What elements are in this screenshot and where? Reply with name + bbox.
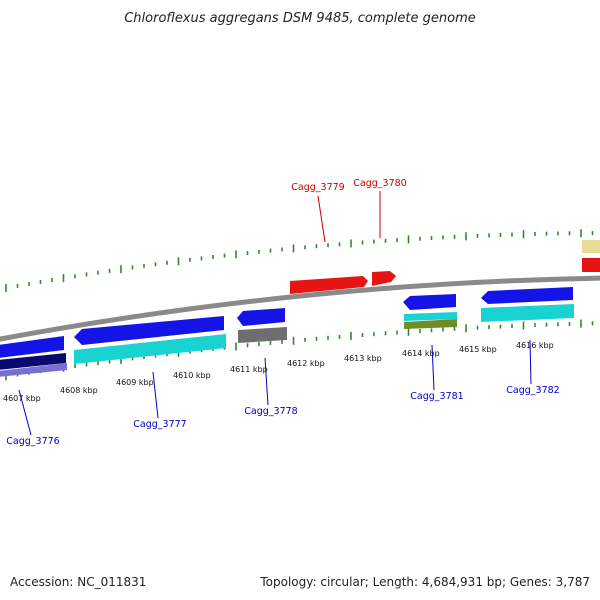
leader-cagg-3779 — [317, 195, 326, 243]
scale-label: 4613 kbp — [344, 354, 382, 363]
gene-label-cagg-3777[interactable]: Cagg_3777 — [133, 419, 186, 430]
genome-backbone — [0, 275, 600, 342]
leader-cagg-3782 — [529, 339, 532, 385]
scale-label: 4616 kbp — [516, 341, 554, 350]
gene-block-cyan-3781[interactable] — [404, 312, 457, 321]
scale-label: 4611 kbp — [230, 365, 268, 374]
outer-tick-track — [5, 229, 594, 292]
gene-label-cagg-3782[interactable]: Cagg_3782 — [506, 385, 559, 396]
gene-label-cagg-3780[interactable]: Cagg_3780 — [353, 178, 406, 189]
leader-cagg-3778 — [264, 357, 269, 406]
genome-summary-text: Topology: circular; Length: 4,684,931 bp… — [259, 575, 590, 589]
scale-label: 4612 kbp — [287, 359, 325, 368]
gene-arrow-cagg-3781[interactable] — [403, 294, 456, 310]
gene-block-gray-3778[interactable] — [238, 327, 287, 343]
gene-arrow-cagg-3778[interactable] — [237, 308, 285, 326]
scale-label: 4610 kbp — [173, 371, 211, 380]
gene-arrow-cagg-3777[interactable] — [74, 316, 224, 345]
gene-label-leaders — [18, 191, 532, 436]
gene-labels: Cagg_3779 Cagg_3780 Cagg_3776 Cagg_3777 … — [6, 178, 559, 447]
gene-label-cagg-3781[interactable]: Cagg_3781 — [410, 391, 463, 402]
gene-block-cyan-3777[interactable] — [74, 334, 226, 364]
gene-arrow-cagg-3780[interactable] — [372, 271, 396, 286]
gene-block-violet[interactable] — [0, 363, 67, 377]
scale-labels: 4607 kbp 4608 kbp 4609 kbp 4610 kbp 4611… — [3, 341, 554, 403]
leader-cagg-3776 — [18, 389, 32, 436]
gene-features — [0, 240, 600, 377]
scale-label: 4609 kbp — [116, 378, 154, 387]
gene-block-navy[interactable] — [0, 353, 66, 370]
scale-label: 4614 kbp — [402, 349, 440, 358]
gene-block-olive-3781[interactable] — [404, 319, 457, 329]
gene-label-cagg-3778[interactable]: Cagg_3778 — [244, 406, 297, 417]
map-title: Chloroflexus aggregans DSM 9485, complet… — [124, 11, 476, 26]
scale-label: 4608 kbp — [60, 386, 98, 395]
gene-arrow-cagg-3782[interactable] — [481, 287, 573, 304]
gene-block-cyan-3782[interactable] — [481, 304, 574, 322]
gene-arrow-cagg-3779[interactable] — [290, 276, 368, 294]
gene-label-cagg-3776[interactable]: Cagg_3776 — [6, 436, 59, 447]
gene-block-red-edge[interactable] — [582, 258, 600, 272]
scale-label: 4615 kbp — [459, 345, 497, 354]
gene-label-cagg-3779[interactable]: Cagg_3779 — [291, 182, 344, 193]
leader-cagg-3777 — [152, 371, 159, 419]
scale-label: 4607 kbp — [3, 394, 41, 403]
gene-block-khaki[interactable] — [582, 240, 600, 253]
accession-text: Accession: NC_011831 — [10, 575, 146, 589]
gene-arrow-blue-left-edge[interactable] — [0, 336, 64, 358]
leader-cagg-3781 — [431, 344, 435, 391]
